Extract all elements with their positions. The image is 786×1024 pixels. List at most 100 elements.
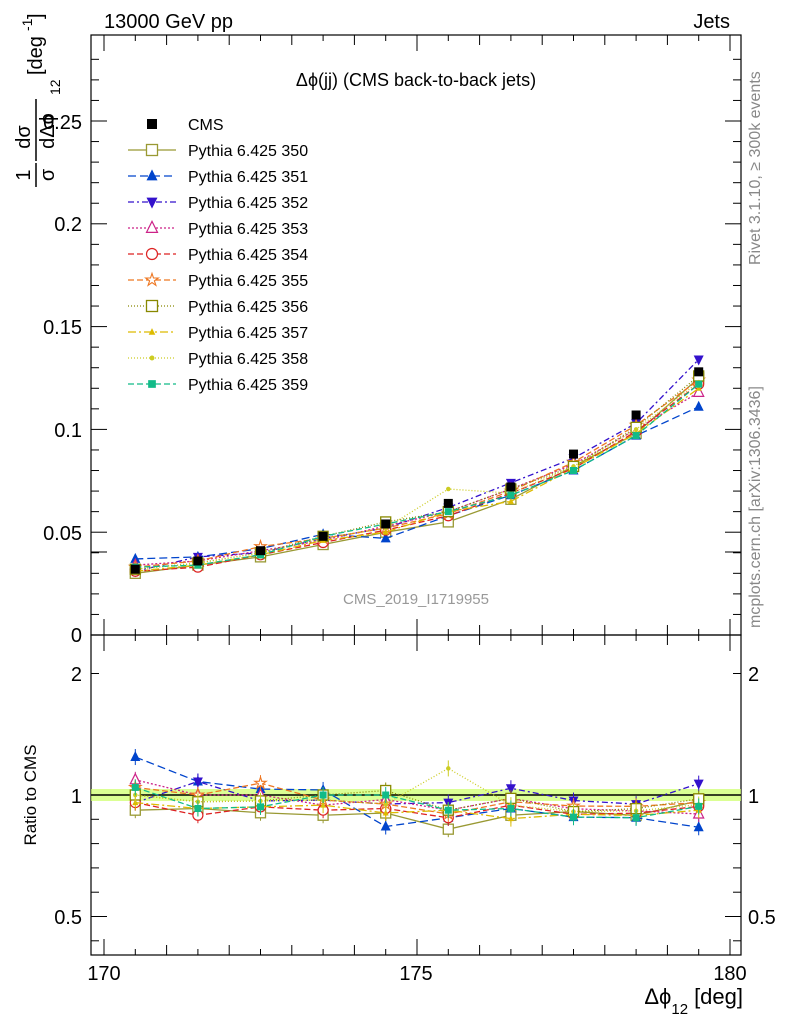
ratio-tick-label-right: 2 — [748, 664, 759, 686]
legend-label: Pythia 6.425 353 — [188, 221, 308, 238]
analysis-watermark: CMS_2019_I1719955 — [343, 591, 489, 608]
ratio-marker — [383, 801, 388, 807]
legend-item: Pythia 6.425 357 — [128, 325, 308, 342]
series-line — [135, 359, 700, 572]
ratio-tick-label: 2 — [71, 664, 82, 686]
legend-item: Pythia 6.425 352 — [128, 195, 308, 212]
legend-label: Pythia 6.425 350 — [188, 143, 308, 160]
y-tick-label: 0.2 — [54, 214, 82, 236]
legend-item: Pythia 6.425 355 — [128, 271, 308, 290]
x-tick-labels: 170 175 180 — [87, 963, 746, 985]
main-axis-ticks — [91, 35, 741, 955]
ratio-series-line — [135, 801, 699, 819]
legend-label: Pythia 6.425 354 — [188, 247, 308, 264]
svg-text:1: 1 — [13, 169, 35, 180]
legend-marker — [143, 271, 161, 287]
ratio-marker — [444, 806, 452, 814]
legend-marker — [145, 220, 159, 233]
legend-item: Pythia 6.425 351 — [128, 169, 308, 186]
x-tick-label: 175 — [399, 963, 432, 985]
series-line — [135, 387, 700, 572]
series-marker — [693, 400, 704, 411]
svg-text:dσ: dσ — [13, 125, 35, 149]
ratio-marker — [382, 809, 389, 816]
series-line — [135, 391, 700, 566]
legend-marker — [145, 247, 159, 261]
ratio-series-line — [135, 780, 699, 805]
ratio-marker — [507, 815, 514, 822]
ratio-series-line — [135, 801, 699, 820]
series-line — [135, 383, 700, 572]
legend-item: Pythia 6.425 358 — [128, 351, 308, 368]
ratio-marker — [693, 821, 704, 832]
ratio-marker — [257, 803, 264, 811]
legend-marker — [146, 197, 158, 209]
series-marker — [570, 467, 577, 475]
ratio-series-layer — [127, 749, 707, 838]
ratio-marker — [507, 805, 515, 812]
x-tick-label: 170 — [87, 963, 120, 985]
series-marker — [382, 528, 389, 535]
data-point — [506, 482, 516, 492]
svg-text:dΔϕ: dΔϕ — [37, 113, 59, 149]
legend-label: CMS — [188, 117, 224, 134]
ratio-marker — [130, 751, 141, 762]
ratio-tick-label: 1 — [71, 786, 82, 808]
series-marker — [446, 486, 451, 492]
series-marker — [695, 384, 702, 391]
ratio-marker — [192, 777, 203, 788]
legend-label: Pythia 6.425 357 — [188, 325, 308, 342]
legend-marker — [146, 169, 158, 181]
header-right: Jets — [693, 11, 730, 33]
y-tick-label: 0 — [71, 625, 82, 647]
ratio-marker — [380, 820, 391, 831]
y-tick-label: 0.25 — [43, 112, 82, 134]
svg-text:]: ] — [25, 13, 47, 19]
legend-item: Pythia 6.425 359 — [128, 377, 308, 394]
data-point — [130, 564, 140, 574]
series-marker — [693, 355, 704, 366]
y-tick-label: 0.1 — [54, 420, 82, 442]
legend-marker — [148, 380, 156, 388]
legend-label: Pythia 6.425 358 — [188, 351, 308, 368]
series-line — [135, 383, 700, 568]
data-point — [193, 556, 203, 566]
legend-marker — [145, 299, 159, 313]
series-marker — [507, 491, 515, 499]
data-point — [631, 410, 641, 420]
ratio-marker — [570, 813, 577, 821]
legend-label: Pythia 6.425 359 — [188, 377, 308, 394]
legend-item: Pythia 6.425 354 — [128, 247, 308, 264]
ratio-series-line — [135, 782, 699, 815]
legend-marker — [147, 119, 157, 129]
y-tick-label: 0.05 — [43, 523, 82, 545]
main-y-tick-labels: 0 0.05 0.1 0.15 0.2 0.25 — [43, 112, 82, 647]
legend-item: Pythia 6.425 350 — [128, 143, 308, 160]
svg-text:-1: -1 — [19, 18, 35, 31]
ratio-tick-label: 0.5 — [54, 907, 82, 929]
svg-text:12: 12 — [47, 79, 63, 95]
ratio-marker — [131, 783, 139, 791]
ratio-series-line — [135, 779, 699, 815]
data-point — [443, 498, 453, 508]
ratio-marker — [382, 791, 390, 799]
plot-title: Δϕ(jj) (CMS back-to-back jets) — [296, 70, 536, 90]
data-point — [381, 519, 391, 529]
header-left: 13000 GeV pp — [104, 11, 233, 33]
legend-label: Pythia 6.425 355 — [188, 273, 308, 290]
ratio-series-line — [135, 767, 699, 813]
legend-label: Pythia 6.425 356 — [188, 299, 308, 316]
series-marker — [692, 385, 705, 397]
legend-item: Pythia 6.425 356 — [128, 299, 308, 316]
legend-item: Pythia 6.425 353 — [128, 220, 308, 238]
ratio-marker — [446, 766, 451, 771]
data-point — [256, 546, 265, 556]
svg-text:σ: σ — [37, 168, 59, 181]
ratio-marker — [319, 791, 327, 799]
series-line — [135, 381, 700, 570]
ratio-marker — [505, 784, 516, 795]
ratio-series-line — [135, 756, 699, 828]
mcplots-source-label: mcplots.cern.ch [arXiv:1306.3436] — [747, 386, 764, 628]
legend-marker — [148, 328, 156, 335]
series-line — [135, 377, 700, 574]
